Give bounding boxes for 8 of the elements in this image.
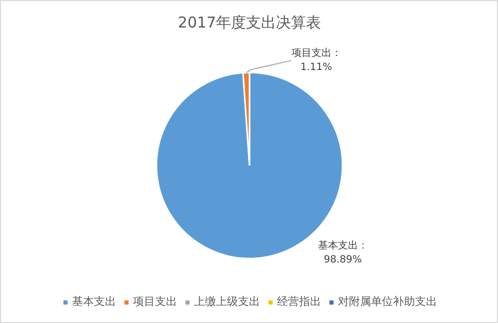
legend-label: 基本支出 xyxy=(72,294,116,309)
chart-title: 2017年度支出决算表 xyxy=(178,14,322,32)
data-label: 项目支出： 1.11% xyxy=(291,47,342,74)
data-label: 基本支出： 98.89% xyxy=(318,240,368,266)
legend-label: 项目支出 xyxy=(133,294,177,309)
legend-label: 对附属单位补助支出 xyxy=(338,294,437,309)
legend-label: 上缴上级支出 xyxy=(194,294,260,309)
legend-label: 经营指出 xyxy=(277,294,321,309)
